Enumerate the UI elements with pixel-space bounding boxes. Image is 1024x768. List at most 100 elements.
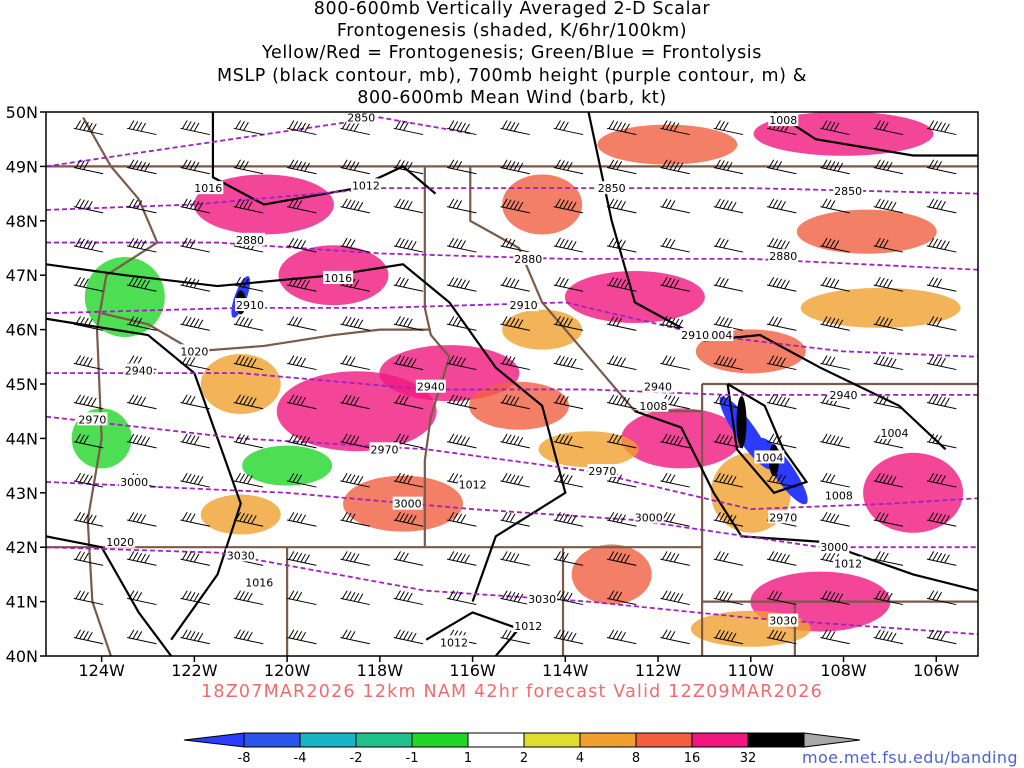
height-label-bg <box>596 181 627 195</box>
barb-feather <box>349 121 356 131</box>
wind-barb <box>820 433 850 449</box>
wind-barb <box>340 198 370 214</box>
barb-feather <box>452 316 459 326</box>
barb-feather <box>669 631 676 640</box>
barb-feather <box>608 394 615 404</box>
barb-feather <box>403 591 409 601</box>
wind-barb <box>393 394 424 410</box>
barb-staff <box>873 127 904 136</box>
barb-feather <box>772 473 779 483</box>
barb-staff <box>180 558 210 566</box>
barb-feather <box>620 357 626 367</box>
barb-feather <box>940 631 946 641</box>
barb-staff <box>553 558 584 566</box>
wind-barb <box>820 472 850 488</box>
height-label-bg <box>225 548 256 562</box>
barb-feather <box>128 355 135 364</box>
barb-feather <box>936 435 943 444</box>
wind-barb <box>713 590 744 606</box>
barb-feather <box>128 551 135 560</box>
barb-staff <box>73 402 104 410</box>
barb-feather <box>677 319 684 329</box>
barb-feather <box>825 160 832 169</box>
barb-staff <box>606 245 637 253</box>
barb-feather <box>345 238 352 248</box>
barb-feather <box>296 552 303 562</box>
barb-staff <box>713 597 744 606</box>
wind-barb <box>446 433 477 449</box>
barb-feather <box>566 631 573 641</box>
barb-staff <box>340 597 370 606</box>
wind-barb <box>660 472 690 488</box>
barb-feather <box>513 553 520 563</box>
barb-feather <box>448 237 455 247</box>
barb-feather <box>669 435 676 444</box>
barb-feather <box>75 159 82 169</box>
barb-feather <box>928 198 935 208</box>
barb-feather <box>79 630 85 640</box>
wind-barb <box>340 237 370 253</box>
barb-feather <box>403 552 409 562</box>
barb-feather <box>452 238 459 248</box>
barb-feather <box>136 435 143 444</box>
wind-barb <box>606 629 637 645</box>
mslp-label-bg <box>833 556 864 570</box>
barb-staff <box>73 441 104 449</box>
barb-feather <box>875 198 881 208</box>
barb-feather <box>197 201 204 211</box>
barb-feather <box>239 630 245 640</box>
height-label: 2910 <box>510 299 538 312</box>
colorbar-label: -4 <box>294 751 307 766</box>
barb-feather <box>932 395 939 404</box>
barb-feather <box>555 198 561 208</box>
barb-feather <box>886 631 893 641</box>
barb-feather <box>185 316 192 326</box>
border-line <box>101 312 431 353</box>
barb-feather <box>768 276 775 286</box>
barb-feather <box>87 201 93 210</box>
barb-feather <box>345 356 352 365</box>
barb-staff <box>553 323 584 331</box>
barb-feather <box>612 591 619 600</box>
barb-feather <box>780 631 786 641</box>
barb-feather <box>410 358 417 368</box>
barb-feather <box>292 121 299 130</box>
barb-staff <box>500 245 530 253</box>
wind-barb <box>606 551 637 566</box>
barb-feather <box>83 317 89 327</box>
wind-barb <box>500 472 530 488</box>
barb-feather <box>940 122 946 132</box>
wind-barb <box>606 590 637 606</box>
barb-feather <box>936 121 943 131</box>
source-credit[interactable]: moe.met.fsu.edu/banding <box>801 748 1018 767</box>
barb-feather <box>403 435 409 444</box>
barb-feather <box>928 511 935 521</box>
barb-feather <box>197 476 204 485</box>
barb-feather <box>456 121 463 131</box>
barb-feather <box>193 161 200 171</box>
barb-staff <box>73 480 104 488</box>
barb-feather <box>875 472 881 482</box>
barb-feather <box>501 551 508 560</box>
height-label-bg <box>235 298 266 312</box>
barb-feather <box>235 355 241 364</box>
wind-barb <box>287 276 317 292</box>
barb-staff <box>660 558 690 566</box>
mslp-isobar <box>425 611 521 656</box>
barb-feather <box>669 278 676 288</box>
barb-feather <box>772 434 779 444</box>
barb-feather <box>837 162 844 172</box>
barb-staff <box>606 323 637 331</box>
title-line-4: MSLP (black contour, mb), 700mb height (… <box>217 66 807 86</box>
wind-barb <box>446 511 477 527</box>
barb-feather <box>570 241 577 250</box>
barb-feather <box>399 395 405 404</box>
barb-feather <box>715 433 721 443</box>
shade-patch <box>502 174 583 235</box>
barb-feather <box>509 552 516 562</box>
barb-feather <box>193 436 200 445</box>
barb-feather <box>932 121 939 130</box>
barb-staff <box>606 480 637 488</box>
barb-feather <box>772 199 779 209</box>
barb-staff <box>180 441 210 449</box>
